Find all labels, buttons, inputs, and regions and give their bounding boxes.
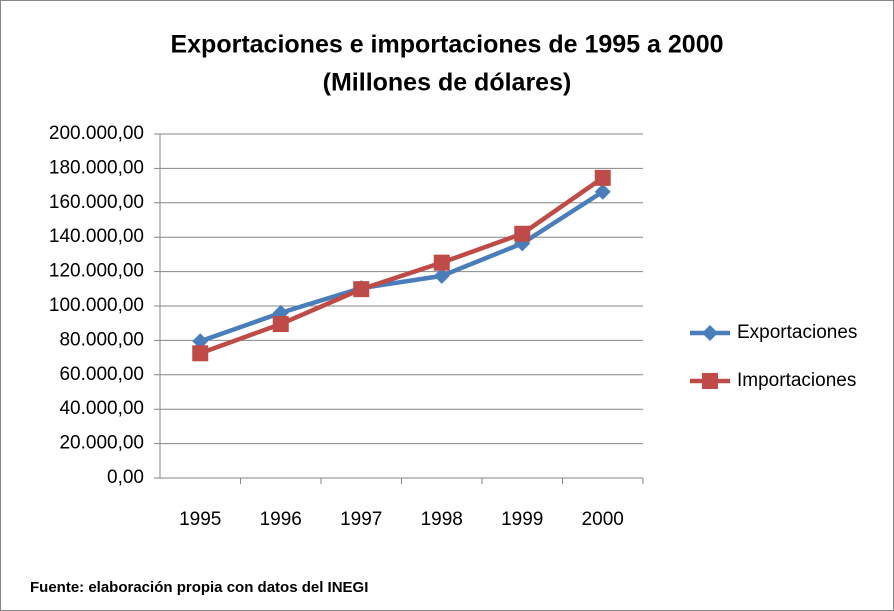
legend-label: Importaciones xyxy=(737,370,856,391)
legend-label: Exportaciones xyxy=(737,322,857,343)
x-tick-label: 1996 xyxy=(260,509,302,530)
marker xyxy=(702,373,718,389)
series-line xyxy=(199,176,605,356)
marker xyxy=(433,254,450,271)
marker xyxy=(433,267,450,284)
chart-title: Exportaciones e importaciones de 1995 a … xyxy=(170,31,723,59)
marker xyxy=(594,169,611,186)
y-tick-label: 140.000,00 xyxy=(49,226,144,247)
marker xyxy=(192,345,209,362)
marker xyxy=(514,225,531,242)
marker xyxy=(702,325,718,341)
y-tick-label: 20.000,00 xyxy=(59,433,144,454)
source-note: Fuente: elaboración propia con datos del… xyxy=(30,579,368,596)
x-tick-label: 1999 xyxy=(501,509,543,530)
y-tick-label: 80.000,00 xyxy=(59,329,144,350)
y-tick-label: 120.000,00 xyxy=(49,261,144,282)
y-tick-label: 100.000,00 xyxy=(49,295,144,316)
y-tick-label: 40.000,00 xyxy=(59,398,144,419)
marker xyxy=(272,316,289,333)
x-tick-label: 2000 xyxy=(582,509,624,530)
marker xyxy=(353,281,370,298)
y-tick-label: 200.000,00 xyxy=(49,123,144,144)
x-tick-label: 1997 xyxy=(340,509,382,530)
x-tick-label: 1995 xyxy=(179,509,221,530)
y-tick-label: 60.000,00 xyxy=(59,364,144,385)
y-tick-label: 180.000,00 xyxy=(49,157,144,178)
x-tick-label: 1998 xyxy=(421,509,463,530)
chart-subtitle: (Millones de dólares) xyxy=(323,69,572,97)
marker xyxy=(594,183,611,200)
y-tick-label: 160.000,00 xyxy=(49,192,144,213)
marker xyxy=(192,333,209,350)
series-line xyxy=(199,189,604,344)
y-tick-label: 0,00 xyxy=(107,467,144,488)
